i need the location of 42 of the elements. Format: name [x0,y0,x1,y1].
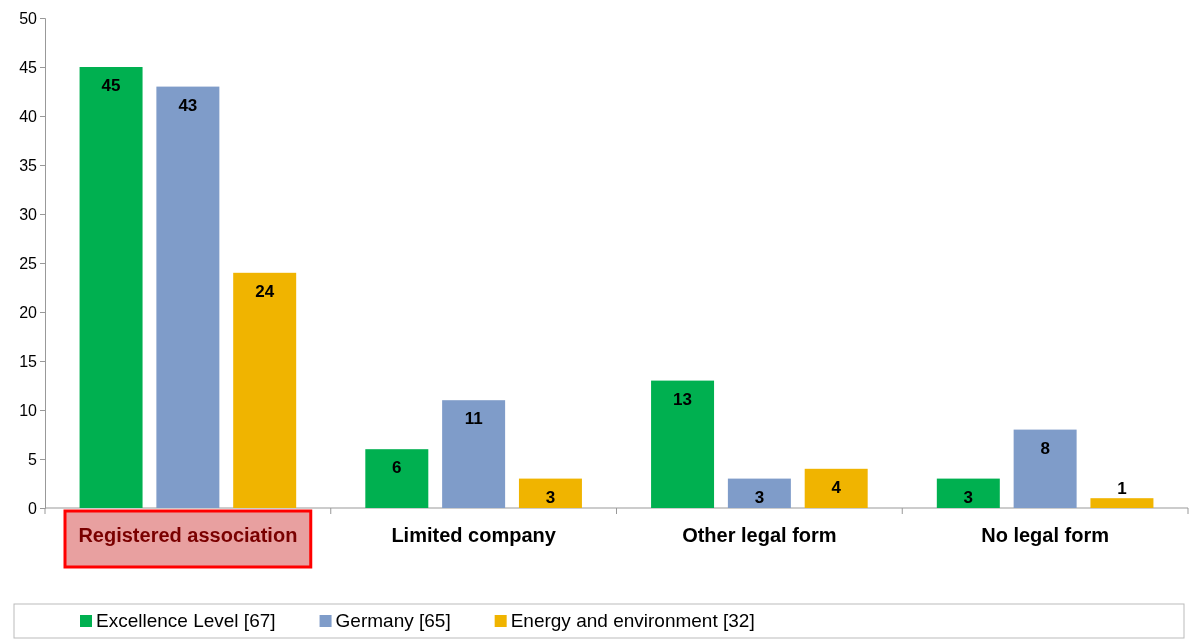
bar [804,468,868,508]
bar [651,380,715,508]
data-label: 8 [1040,438,1050,458]
bar [442,400,506,508]
data-label: 4 [831,477,842,497]
data-label: 3 [545,487,556,507]
bar [1090,498,1154,508]
y-tick-label: 45 [19,58,38,76]
bar [518,478,582,508]
y-tick-label: 40 [19,107,38,125]
bar [1013,429,1077,508]
data-label: 11 [464,409,483,429]
bar [365,449,429,508]
x-tick-label: Limited company [391,524,557,546]
bar [156,86,220,508]
data-label: 24 [255,281,275,301]
y-tick-label: 25 [19,254,38,272]
data-label: 3 [754,487,765,507]
y-tick-label: 20 [19,303,38,321]
y-tick-label: 15 [19,352,38,370]
data-label: 3 [963,487,974,507]
bar [936,478,1000,508]
y-tick-label: 5 [28,450,38,468]
y-tick-label: 10 [19,401,38,419]
data-label: 6 [392,458,402,478]
data-label: 13 [673,389,693,409]
legend-label: Germany [65] [335,610,451,631]
y-tick-label: 35 [19,156,38,174]
data-label: 45 [101,76,121,95]
y-tick-label: 30 [19,205,38,223]
y-tick-label: 0 [28,499,38,517]
data-label: 43 [178,95,198,115]
x-tick-label: Other legal form [682,524,837,546]
bar [727,478,791,508]
data-label: 1 [1117,479,1127,499]
x-tick-label: No legal form [981,524,1110,546]
bar [79,67,143,508]
legend-label: Excellence Level [67] [96,610,276,631]
y-tick-label: 50 [19,9,38,27]
legend-label: Energy and environment [32] [510,610,755,631]
bar [233,272,297,508]
x-tick-label: Registered association [78,524,298,546]
